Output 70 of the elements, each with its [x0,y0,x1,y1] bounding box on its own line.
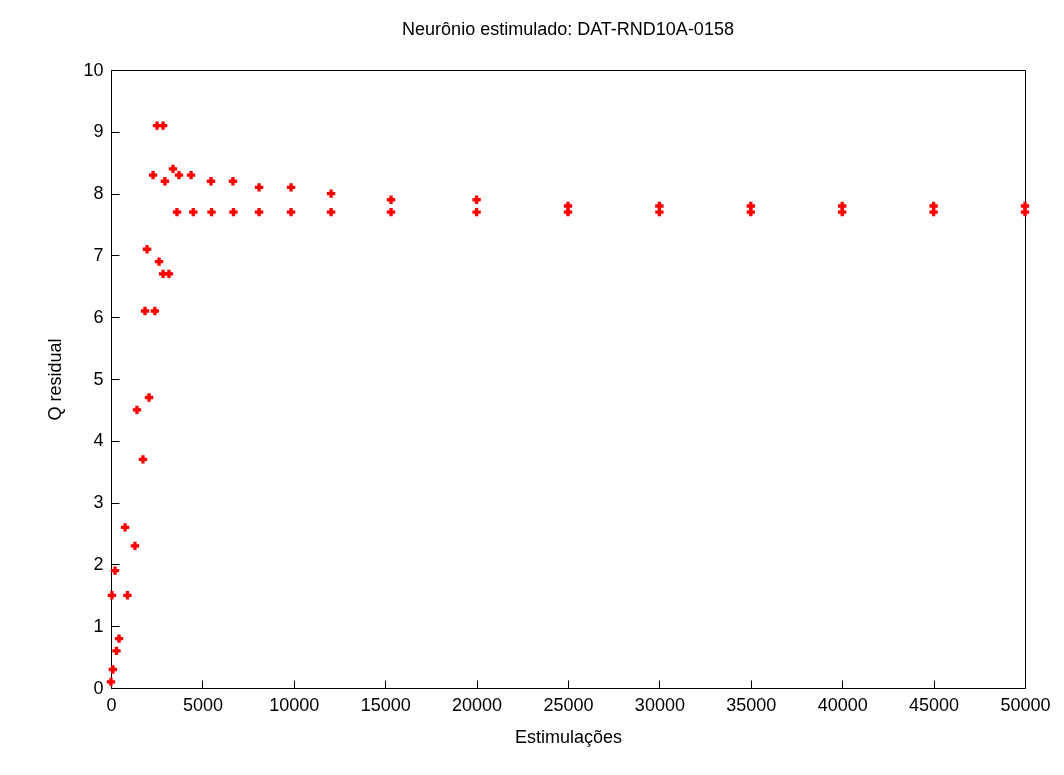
point [326,189,336,198]
x-axis-title: Estimulações [514,726,623,747]
point [138,455,148,464]
x-tick-label: 0 [106,694,117,715]
point [120,523,130,532]
point [254,207,264,217]
y-tick-label: 0 [93,677,104,698]
point [144,393,154,402]
point [838,207,847,217]
point [189,207,198,217]
point [655,207,664,217]
y-axis-title: Q residual [45,338,66,421]
y-tick-label: 7 [93,244,104,265]
x-tick-label: 5000 [182,694,223,715]
y-tick-label: 8 [93,183,104,204]
chart-title: Neurônio estimulado: DAT-RND10A-0158 [402,19,734,39]
x-tick-label: 30000 [634,694,685,715]
point [386,207,396,217]
point [142,245,152,254]
point [186,170,196,180]
point [107,591,117,600]
point [108,665,118,674]
point [114,634,124,643]
point [746,207,755,217]
point [229,207,238,217]
point [160,177,170,186]
point [158,121,168,130]
point [207,207,216,217]
point [110,566,120,575]
point [130,541,140,551]
y-tick-label: 4 [93,430,104,451]
point [164,269,174,279]
x-tick-label: 10000 [269,694,320,715]
point [148,170,158,180]
point [150,306,160,316]
y-tick-label: 9 [93,121,104,142]
point [1020,207,1030,217]
x-tick-label: 15000 [360,694,411,715]
x-tick-label: 25000 [543,694,594,715]
point [123,591,132,600]
y-tick-label: 6 [93,306,104,327]
point [112,646,121,656]
point [386,195,396,204]
point [154,257,164,266]
x-tick-label: 35000 [726,694,777,715]
point [286,183,296,192]
point [106,677,116,686]
point [206,177,216,186]
y-tick-label: 5 [93,368,104,389]
point [132,405,142,415]
x-tick-label: 45000 [909,694,960,715]
point [172,207,182,217]
point [563,207,573,217]
point [228,177,238,186]
y-tick-label: 1 [93,615,104,636]
point [472,195,481,204]
point [326,207,336,217]
point [286,207,296,217]
point [168,164,178,174]
y-tick-label: 3 [93,492,104,513]
point [174,170,184,180]
point [140,306,150,316]
x-tick-label: 40000 [817,694,868,715]
y-tick-label: 10 [83,59,104,80]
point [472,207,481,217]
x-tick-label: 50000 [1000,694,1051,715]
x-tick-label: 20000 [452,694,503,715]
y-tick-label: 2 [93,553,104,574]
point [254,183,264,192]
point [929,207,938,217]
